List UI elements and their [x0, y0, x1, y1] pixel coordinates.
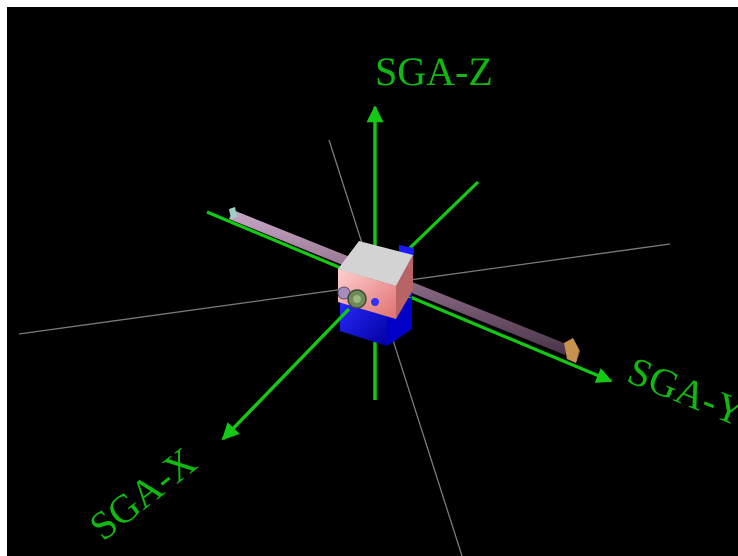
cube-top-face — [338, 241, 413, 286]
blue-port — [371, 298, 379, 306]
axes-front — [221, 307, 377, 441]
rod-left-cap — [229, 207, 237, 219]
x-axis-front — [221, 307, 351, 441]
z-axis-label: SGA-Z — [375, 49, 493, 94]
camera-lens-inner — [353, 295, 361, 303]
y-axis-label: SGA-Y — [622, 348, 738, 436]
scene-svg: SGA-Z SGA-X SGA-Y — [18, 49, 738, 556]
grid-line-vertical — [328, 139, 463, 556]
3d-scene[interactable]: SGA-Z SGA-X SGA-Y — [7, 7, 738, 556]
cube-front-face — [338, 269, 396, 319]
rod-end-cap — [564, 338, 580, 363]
spacecraft-body — [337, 241, 414, 346]
x-axis-label: SGA-X — [81, 438, 205, 549]
cube-side-face — [396, 255, 413, 319]
